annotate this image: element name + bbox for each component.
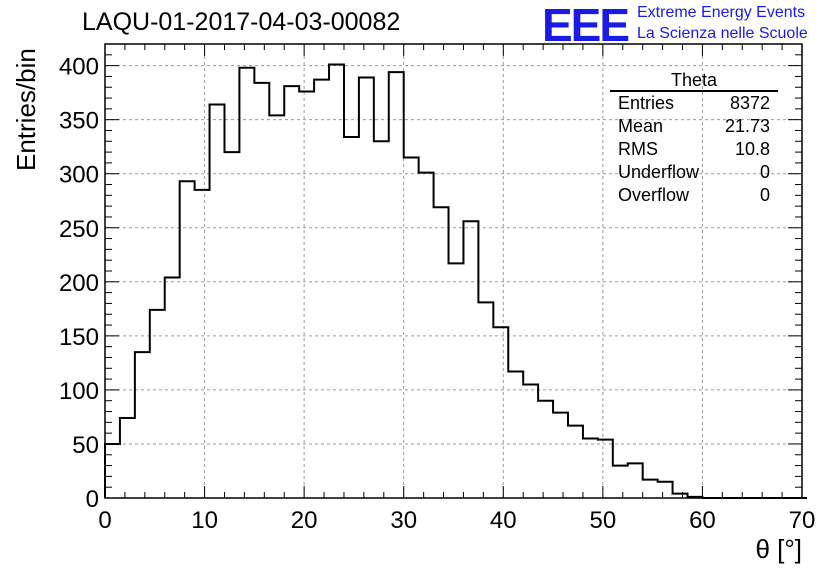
histogram-bar — [195, 190, 210, 498]
histogram-bar — [329, 65, 344, 498]
x-tick-label: 60 — [689, 507, 716, 534]
histogram-bar — [389, 72, 404, 498]
x-tick-label: 10 — [191, 507, 218, 534]
histogram-bar — [434, 207, 449, 498]
stats-value: 10.8 — [734, 139, 770, 159]
histogram-bar — [284, 86, 299, 498]
histogram-bar — [404, 158, 419, 499]
stats-value: 0 — [759, 162, 770, 182]
histogram-bar — [419, 173, 434, 498]
histogram-bar — [613, 466, 628, 498]
x-tick-label: 50 — [590, 507, 617, 534]
histogram-bar — [493, 327, 508, 498]
y-tick-label: 100 — [59, 378, 99, 405]
stats-title: Theta — [610, 70, 778, 92]
histogram-bar — [658, 482, 673, 498]
chart-title: LAQU-01-2017-04-03-00082 — [82, 8, 401, 36]
y-tick-label: 300 — [59, 162, 99, 189]
histogram-bar — [628, 463, 643, 498]
stats-label: Overflow — [618, 185, 690, 205]
y-tick-label: 350 — [59, 108, 99, 135]
stats-row: Entries 8372 — [610, 92, 778, 115]
histogram-bar — [538, 401, 553, 498]
histogram-bar — [553, 413, 568, 498]
stats-row: Overflow 0 — [610, 184, 778, 207]
y-tick-label: 250 — [59, 216, 99, 243]
y-tick-label: 200 — [59, 270, 99, 297]
y-tick-label: 400 — [59, 54, 99, 81]
logo-caption-line1: Extreme Energy Events — [637, 4, 806, 21]
histogram-bar — [105, 444, 120, 498]
stats-row: Underflow 0 — [610, 161, 778, 184]
x-axis-label: θ [°] — [755, 534, 802, 564]
histogram-bar — [239, 68, 254, 498]
plot-frame — [104, 43, 803, 499]
histogram-bar — [314, 80, 329, 498]
histogram-bar — [359, 78, 374, 498]
histogram-bar — [224, 152, 239, 498]
histogram-bar — [374, 141, 389, 498]
y-axis-label: Entries/bin — [11, 48, 41, 171]
x-tick-label: 30 — [390, 507, 417, 534]
histogram-bar — [643, 480, 658, 498]
y-tick-label: 0 — [86, 486, 99, 513]
histogram-bar — [449, 263, 464, 498]
histogram-bar — [598, 440, 613, 498]
stats-label: Underflow — [618, 162, 700, 182]
logo-caption-line2: La Scienza nelle Scuole — [637, 25, 808, 42]
histogram-bar — [568, 426, 583, 498]
histogram-bar — [254, 83, 269, 498]
histogram-bar — [508, 372, 523, 498]
histogram-bar — [180, 181, 195, 498]
stats-value: 8372 — [729, 93, 770, 113]
stats-row: RMS 10.8 — [610, 138, 778, 161]
stats-value: 21.73 — [724, 116, 770, 136]
histogram-bar — [583, 439, 598, 498]
stats-box: Theta Entries 8372 Mean 21.73 RMS 10.8 U… — [610, 70, 778, 207]
histogram-bar — [463, 221, 478, 498]
x-tick-label: 40 — [490, 507, 517, 534]
y-tick-label: 150 — [59, 324, 99, 351]
histogram-bar — [478, 302, 493, 498]
stats-value: 0 — [759, 185, 770, 205]
stats-label: RMS — [618, 139, 658, 159]
y-tick-label: 50 — [72, 432, 99, 459]
histogram-bar — [150, 310, 165, 498]
x-tick-label: 0 — [98, 507, 111, 534]
histogram-bar — [135, 352, 150, 498]
histogram-bar — [210, 105, 225, 498]
histogram-bar — [523, 385, 538, 499]
histogram-bar — [269, 115, 284, 498]
histogram-bar — [165, 277, 180, 498]
stats-label: Entries — [618, 93, 675, 113]
histogram-outline — [104, 63, 807, 499]
stats-row: Mean 21.73 — [610, 115, 778, 138]
eee-logo: EEE — [542, 0, 630, 51]
histogram-bar — [299, 92, 314, 498]
x-tick-label: 70 — [789, 507, 816, 534]
x-tick-label: 20 — [291, 507, 318, 534]
histogram-bar — [120, 418, 135, 498]
stats-label: Mean — [618, 116, 664, 136]
